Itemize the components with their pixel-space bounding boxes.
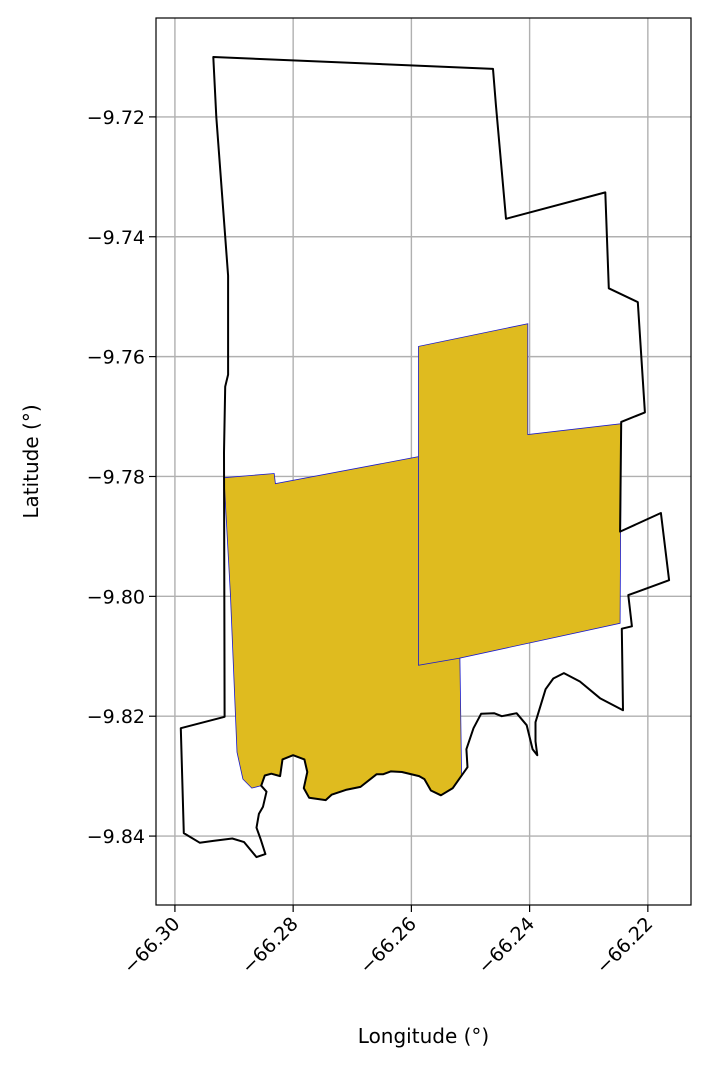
y-tick-label: −9.80 [87,586,145,608]
map-shapes [179,56,671,859]
x-axis-label: Longitude (°) [358,1024,489,1048]
plot-frame [155,17,692,906]
y-tick-label: −9.84 [87,826,145,848]
y-tick-label: −9.74 [87,227,145,249]
y-tick-label: −9.76 [87,347,145,369]
y-tick-label: −9.78 [87,466,145,488]
highlighted-area-edge [418,456,460,666]
y-tick-label: −9.72 [87,107,145,129]
region-outline [179,56,671,859]
y-axis-label: Latitude (°) [19,404,43,518]
y-tick-label: −9.82 [87,706,145,728]
